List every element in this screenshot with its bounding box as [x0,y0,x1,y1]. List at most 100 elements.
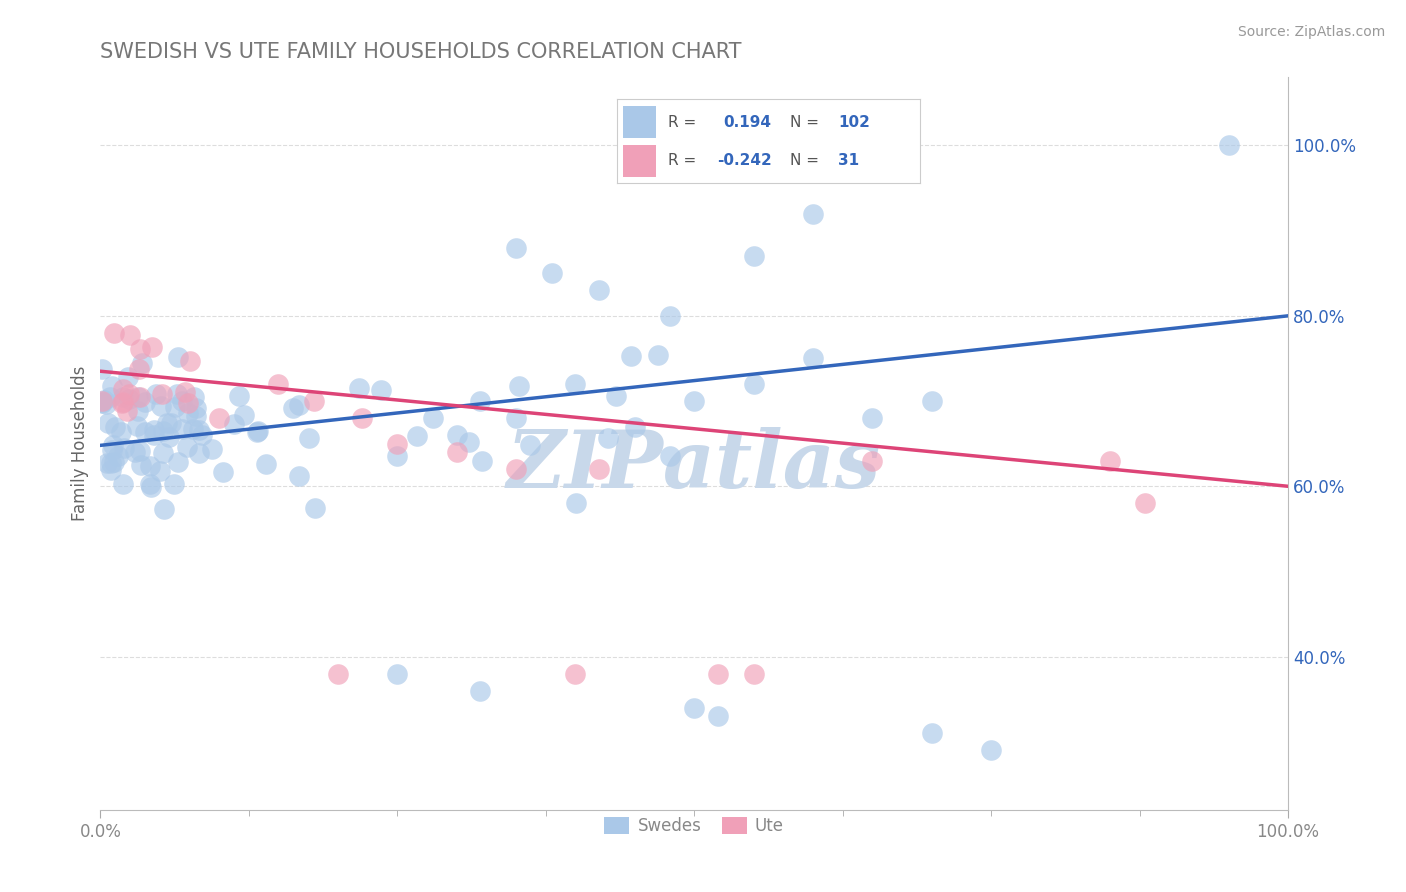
Point [211,466,233,480]
Point [149,464,172,478]
Point [588,462,610,476]
Point [139,476,162,491]
Point [190,427,212,442]
Point [588,283,610,297]
Point [350,411,373,425]
Point [111,382,134,396]
Point [166,350,188,364]
Point [104,420,127,434]
Point [167,455,190,469]
Point [156,417,179,431]
Point [302,394,325,409]
Point [134,425,156,439]
Point [120,327,142,342]
Point [159,430,181,444]
Point [141,340,163,354]
Point [288,469,311,483]
Point [174,384,197,399]
Point [298,431,321,445]
Point [422,411,444,425]
Point [97,417,120,431]
Point [176,406,198,420]
Point [519,438,541,452]
Point [801,351,824,366]
Point [224,417,246,432]
Point [101,437,124,451]
Text: Source: ZipAtlas.com: Source: ZipAtlas.com [1237,25,1385,39]
Point [565,496,588,510]
Point [801,206,824,220]
Legend: Swedes, Ute: Swedes, Ute [598,811,790,842]
Point [134,395,156,409]
Point [246,425,269,439]
Point [980,743,1002,757]
Point [117,404,139,418]
Point [143,428,166,442]
Point [623,419,645,434]
Point [129,444,152,458]
Point [283,401,305,415]
Point [152,424,174,438]
Point [387,436,409,450]
Point [143,423,166,437]
Point [110,425,132,439]
Point [620,349,643,363]
Point [596,431,619,445]
Point [145,386,167,401]
Point [742,666,765,681]
Point [124,445,146,459]
Point [647,348,669,362]
Point [179,354,201,368]
Point [1098,453,1121,467]
Point [349,380,371,394]
Point [405,429,427,443]
Point [100,463,122,477]
Point [505,241,527,255]
Point [90,361,112,376]
Point [160,416,183,430]
Point [96,397,118,411]
Point [659,449,682,463]
Point [233,409,256,423]
Point [683,701,706,715]
Point [183,390,205,404]
Point [707,666,730,681]
Point [1218,138,1240,153]
Point [446,445,468,459]
Point [111,477,134,491]
Point [208,411,231,425]
Point [742,249,765,263]
Point [228,389,250,403]
Point [470,683,492,698]
Point [163,477,186,491]
Point [172,422,194,436]
Point [150,387,173,401]
Point [128,342,150,356]
Point [304,500,326,515]
Point [860,411,883,425]
Point [254,458,277,472]
Point [129,458,152,472]
Point [101,378,124,392]
Point [176,440,198,454]
Point [131,355,153,369]
Point [188,423,211,437]
Point [446,428,468,442]
Point [93,392,115,407]
Point [540,266,562,280]
Point [127,404,149,418]
Point [370,383,392,397]
Point [707,709,730,723]
Point [1135,496,1157,510]
Point [152,502,174,516]
Point [150,399,173,413]
Point [564,666,586,681]
Point [91,396,114,410]
Point [742,377,765,392]
Point [505,411,527,425]
Point [129,390,152,404]
Point [165,401,187,415]
Point [118,392,141,407]
Point [103,326,125,340]
Point [111,395,134,409]
